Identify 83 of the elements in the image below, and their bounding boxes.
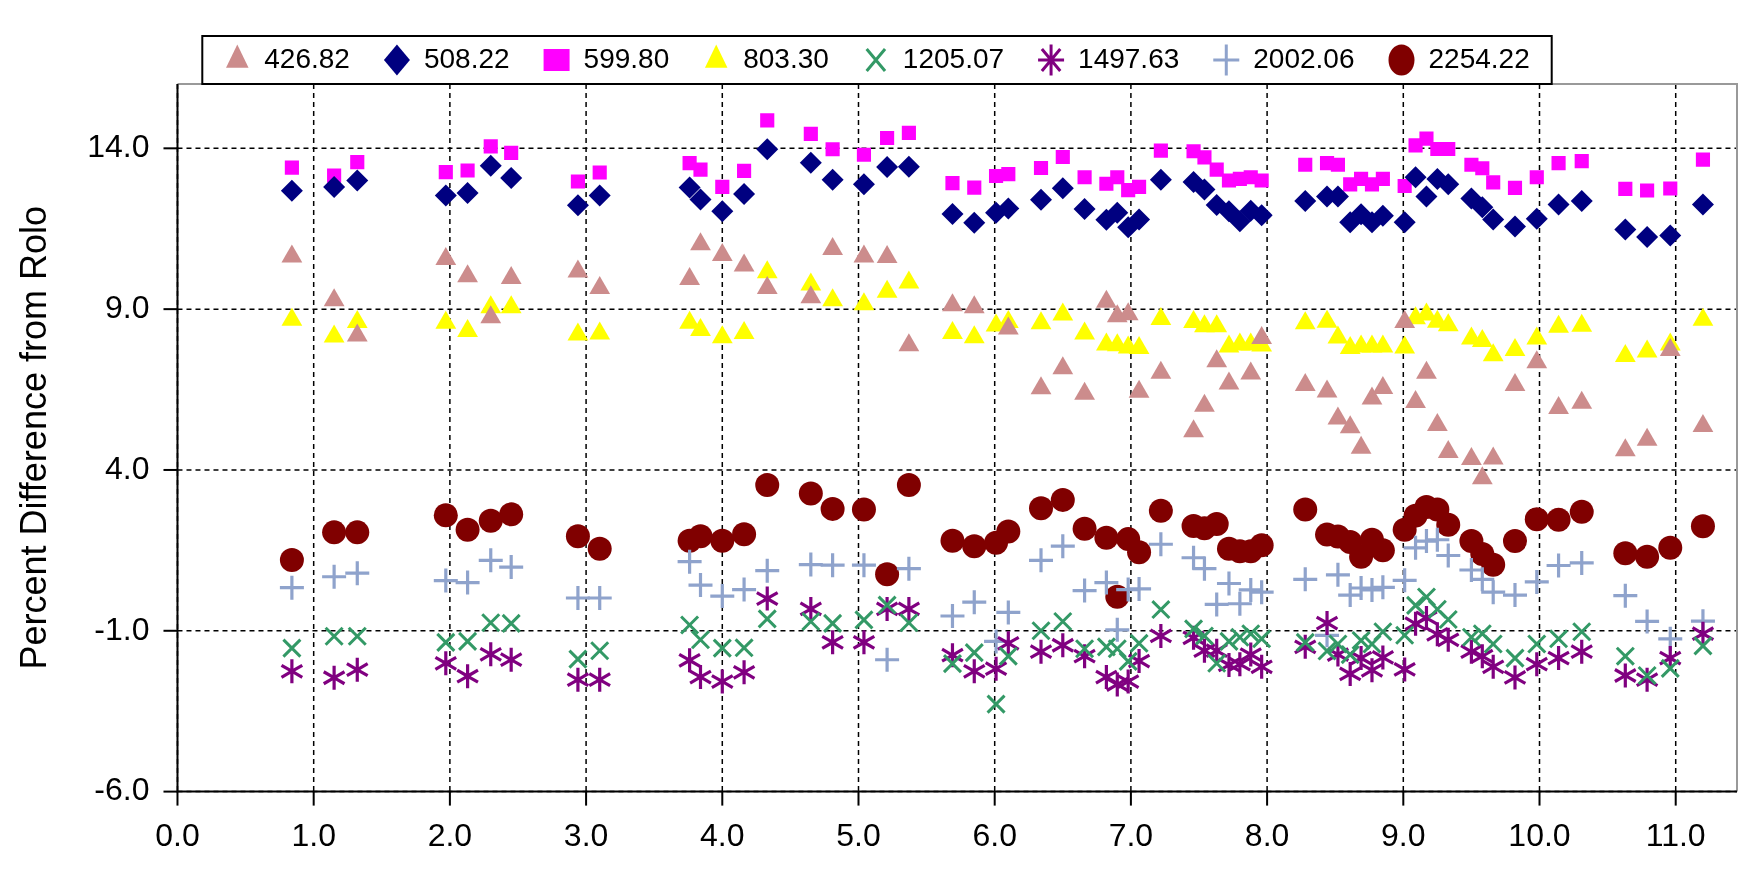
y-tick-label: 4.0 bbox=[105, 449, 150, 486]
point bbox=[1361, 386, 1383, 405]
point bbox=[1571, 390, 1593, 409]
point bbox=[997, 316, 1019, 335]
point bbox=[457, 264, 478, 283]
point bbox=[1526, 350, 1548, 369]
point bbox=[1240, 361, 1262, 380]
point bbox=[800, 285, 822, 304]
point bbox=[1614, 438, 1636, 457]
point bbox=[963, 295, 985, 314]
y-tick-label: -1.0 bbox=[94, 610, 150, 647]
point bbox=[346, 323, 368, 342]
point bbox=[1692, 413, 1714, 432]
x-tick-label: 10.0 bbox=[1508, 816, 1571, 853]
x-tick-label: 6.0 bbox=[972, 816, 1017, 853]
point bbox=[822, 237, 844, 255]
point bbox=[1504, 373, 1526, 392]
point bbox=[690, 232, 711, 251]
point bbox=[876, 245, 898, 264]
legend-label: 2002.06 bbox=[1253, 42, 1355, 74]
point bbox=[1394, 310, 1416, 329]
x-tick-label: 1.0 bbox=[291, 816, 336, 853]
point bbox=[942, 293, 963, 312]
x-tick-label: 8.0 bbox=[1244, 816, 1290, 853]
point bbox=[1461, 447, 1482, 466]
point bbox=[567, 259, 589, 278]
legend-label: 599.80 bbox=[583, 42, 670, 74]
point bbox=[1471, 466, 1493, 485]
point bbox=[1030, 376, 1052, 395]
point bbox=[1416, 360, 1437, 379]
point bbox=[853, 244, 875, 263]
x-tick-label: 0.0 bbox=[155, 816, 200, 853]
point bbox=[898, 333, 920, 352]
point bbox=[1218, 371, 1240, 390]
legend-label: 803.30 bbox=[743, 42, 829, 74]
point bbox=[711, 243, 733, 262]
x-tick-label: 9.0 bbox=[1381, 816, 1426, 853]
point bbox=[1052, 356, 1074, 375]
legend-label: 1205.07 bbox=[902, 42, 1005, 74]
point bbox=[1372, 375, 1394, 394]
legend-label: 2254.22 bbox=[1428, 42, 1530, 74]
point bbox=[1350, 435, 1372, 454]
point bbox=[1405, 390, 1426, 409]
legend-label: 426.82 bbox=[264, 42, 350, 74]
point bbox=[589, 275, 611, 294]
legend-label: 508.22 bbox=[423, 42, 510, 74]
point bbox=[1128, 379, 1150, 398]
point bbox=[435, 246, 457, 265]
point bbox=[1183, 419, 1204, 438]
x-tick-label: 5.0 bbox=[836, 816, 881, 853]
point bbox=[500, 265, 522, 284]
point bbox=[480, 305, 502, 324]
y-axis-title: Percent Difference from Rolo bbox=[12, 206, 54, 670]
point bbox=[1074, 381, 1095, 400]
point bbox=[1482, 446, 1504, 465]
point bbox=[1251, 326, 1273, 345]
point bbox=[1636, 427, 1658, 446]
y-tick-label: -6.0 bbox=[94, 771, 150, 808]
x-tick-label: 7.0 bbox=[1108, 816, 1154, 853]
point bbox=[1206, 349, 1228, 368]
legend-label: 1497.63 bbox=[1078, 42, 1180, 74]
x-tick-label: 11.0 bbox=[1645, 816, 1706, 853]
point bbox=[281, 244, 303, 263]
point bbox=[733, 253, 755, 272]
point bbox=[756, 275, 778, 294]
point bbox=[1316, 379, 1338, 398]
point bbox=[1150, 360, 1172, 379]
point bbox=[1339, 415, 1361, 434]
point bbox=[1194, 393, 1215, 412]
x-tick-label: 2.0 bbox=[427, 816, 473, 853]
point bbox=[679, 266, 700, 285]
point bbox=[1437, 439, 1459, 458]
point bbox=[1327, 406, 1349, 425]
x-tick-label: 4.0 bbox=[700, 816, 745, 853]
y-tick-label: 9.0 bbox=[105, 288, 150, 325]
point bbox=[1095, 289, 1117, 308]
y-tick-label: 14.0 bbox=[87, 128, 150, 165]
point bbox=[1294, 373, 1316, 392]
point bbox=[323, 288, 345, 307]
point bbox=[1548, 395, 1569, 414]
point bbox=[1659, 337, 1681, 356]
x-tick-label: 3.0 bbox=[563, 816, 609, 853]
point bbox=[1426, 412, 1448, 431]
